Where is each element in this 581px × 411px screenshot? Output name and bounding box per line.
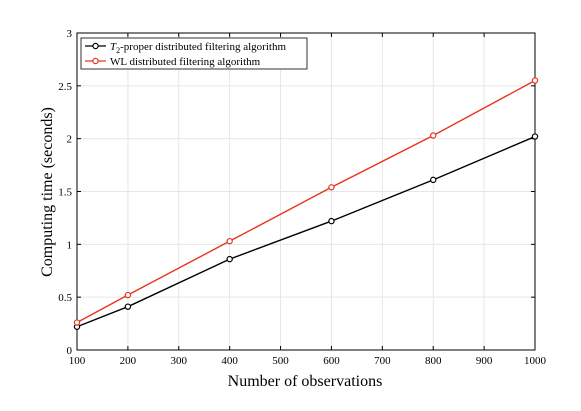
x-tick-label: 800	[425, 355, 442, 367]
legend-label-0: T2-proper distributed filtering algorith…	[110, 41, 286, 55]
grid	[76, 32, 536, 351]
x-tick-label: 600	[323, 355, 340, 367]
legend-marker-0	[92, 42, 99, 50]
legend-label-0-rest: -proper distributed filtering algorithm	[120, 41, 286, 53]
y-tick-label: 0.5	[58, 292, 72, 304]
x-tick-label: 300	[171, 355, 188, 367]
x-tick-label: 100	[69, 355, 86, 367]
x-tick-label: 500	[272, 355, 289, 367]
data-point-0	[328, 217, 335, 225]
y-tick-label: 2.5	[58, 81, 72, 93]
series-line-1	[76, 79, 536, 324]
legend-box	[80, 37, 308, 70]
y-tick-label: 2	[67, 134, 73, 146]
y-tick-label: 1	[67, 239, 73, 251]
y-tick-label: 1.5	[58, 187, 72, 199]
data-point-1	[531, 77, 539, 84]
x-tick-label: 900	[476, 355, 493, 367]
data-point-0	[531, 133, 539, 140]
data-point-1	[124, 291, 132, 299]
legend-marker-1	[92, 57, 99, 65]
y-tick-label: 0	[67, 345, 73, 357]
legend-label-0-math: T	[110, 41, 117, 53]
y-axis-label: Computing time (seconds)	[39, 107, 56, 277]
legend-entry-1: WL distributed filtering algorithm	[85, 56, 261, 68]
data-point-1	[226, 237, 233, 245]
data-point-0	[430, 176, 437, 184]
data-point-0	[124, 303, 132, 310]
legend: T2-proper distributed filtering algorith…	[80, 37, 308, 70]
x-tick-label: 400	[221, 355, 238, 367]
series-line-0	[76, 135, 536, 328]
data-point-0	[226, 255, 233, 263]
legend-label-1: WL distributed filtering algorithm	[110, 56, 261, 68]
y-tick-label: 3	[67, 28, 73, 40]
data-point-1	[73, 319, 81, 326]
legend-label-0-sub: 2	[116, 46, 120, 55]
x-tick-label: 1000	[524, 355, 547, 367]
legend-entry-0: T2-proper distributed filtering algorith…	[85, 41, 286, 55]
x-axis-label: Number of observations	[228, 373, 383, 390]
series-group	[73, 77, 539, 330]
data-point-1	[328, 184, 335, 191]
data-point-1	[430, 132, 437, 139]
x-tick-label: 200	[120, 355, 137, 367]
axis-ticks: 100 200 300 400 500 600 700 800 900 1000 0 0.5 1 1.5 2…	[58, 28, 546, 367]
x-tick-label: 700	[374, 355, 391, 367]
